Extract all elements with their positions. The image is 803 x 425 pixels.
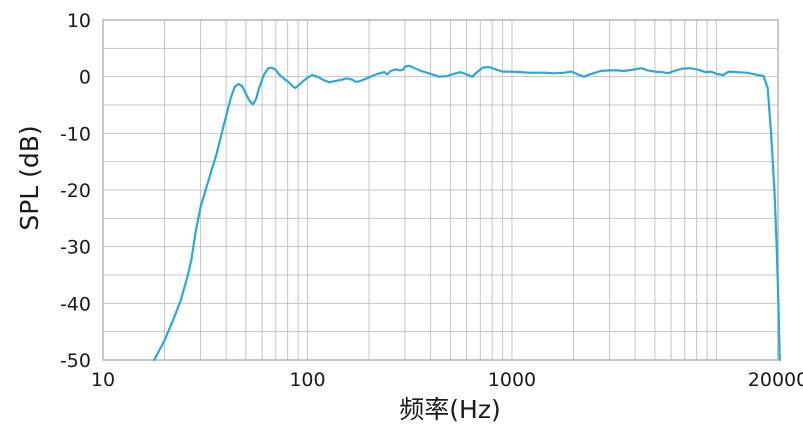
y-tick-label: -30	[60, 237, 91, 259]
y-axis-title: SPL (dB)	[15, 125, 44, 230]
x-tick-label: 20000	[748, 369, 803, 391]
y-tick-label: 10	[67, 10, 91, 32]
x-tick-label: 100	[289, 369, 325, 391]
x-tick-label: 10	[91, 369, 115, 391]
y-tick-labels: 10 0 -10 -20 -30 -40 -50	[60, 10, 91, 372]
y-tick-label: -10	[60, 123, 91, 145]
y-tick-label: 0	[79, 67, 91, 89]
series-layer	[153, 64, 781, 362]
x-axis-title: 频率(Hz)	[399, 395, 500, 424]
y-tick-label: -50	[60, 350, 91, 372]
x-tick-label: 1000	[488, 369, 536, 391]
x-tick-labels: 10 100 1000 20000	[91, 369, 803, 391]
spl-series-line	[153, 64, 781, 362]
y-tick-label: -40	[60, 293, 91, 315]
grid	[103, 20, 778, 360]
y-tick-label: -20	[60, 180, 91, 202]
plot-frame	[102, 19, 779, 361]
